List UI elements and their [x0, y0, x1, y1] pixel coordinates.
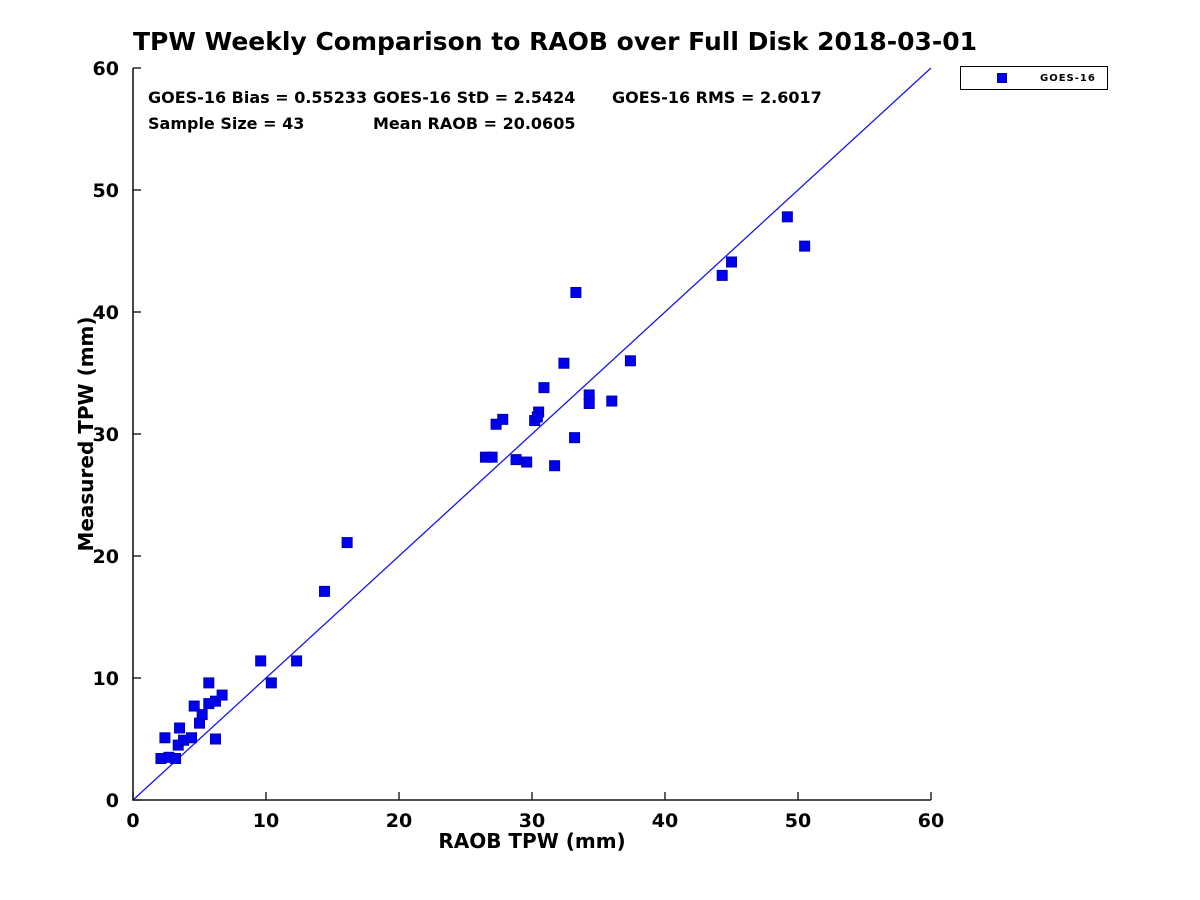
data-point: [186, 732, 198, 744]
data-point: [319, 585, 331, 597]
x-tick-label: 30: [519, 810, 545, 832]
data-point: [624, 355, 636, 367]
data-point: [174, 722, 186, 734]
stat-rms: GOES-16 RMS = 2.6017: [612, 88, 822, 107]
legend-label: GOES-16: [1040, 72, 1096, 84]
x-tick-label: 0: [126, 810, 139, 832]
legend: GOES-16: [960, 66, 1108, 90]
data-point: [549, 460, 561, 472]
data-point: [497, 413, 509, 425]
data-point: [606, 395, 618, 407]
y-tick-label: 60: [93, 58, 119, 80]
identity-line: [132, 67, 932, 801]
x-axis-label: RAOB TPW (mm): [438, 829, 626, 853]
x-tick-label: 60: [918, 810, 944, 832]
stat-sample-size: Sample Size = 43: [148, 114, 305, 133]
y-tick-label: 50: [93, 180, 119, 202]
y-tick-label: 20: [93, 546, 119, 568]
stat-bias: GOES-16 Bias = 0.55233: [148, 88, 368, 107]
x-tick-label: 20: [386, 810, 412, 832]
y-tick-label: 0: [106, 790, 119, 812]
data-point: [209, 733, 221, 745]
data-point: [781, 211, 793, 223]
chart-title: TPW Weekly Comparison to RAOB over Full …: [133, 27, 978, 56]
data-point: [159, 732, 171, 744]
stat-mean-raob: Mean RAOB = 20.0605: [373, 114, 576, 133]
y-axis-label: Measured TPW (mm): [74, 316, 98, 552]
y-tick-label: 40: [93, 302, 119, 324]
data-point: [255, 655, 267, 667]
data-point: [521, 456, 533, 468]
legend-square-marker-icon: [997, 73, 1007, 83]
data-point: [716, 269, 728, 281]
data-point: [170, 753, 182, 765]
data-point: [569, 432, 581, 444]
data-point: [799, 240, 811, 252]
data-point: [558, 357, 570, 369]
stat-std: GOES-16 StD = 2.5424: [373, 88, 576, 107]
x-tick-label: 10: [253, 810, 279, 832]
data-point: [188, 700, 200, 712]
x-tick-label: 50: [785, 810, 811, 832]
data-point: [538, 382, 550, 394]
data-point: [583, 398, 595, 409]
data-point: [265, 677, 277, 689]
data-point: [291, 655, 303, 667]
data-point: [486, 451, 498, 463]
data-point: [196, 709, 208, 721]
x-tick-label: 40: [652, 810, 678, 832]
data-point: [203, 677, 215, 689]
data-point: [570, 286, 582, 298]
data-point: [209, 695, 221, 707]
y-tick-label: 30: [93, 424, 119, 446]
y-tick-label: 10: [93, 668, 119, 690]
data-point: [341, 537, 353, 549]
data-point: [216, 689, 228, 701]
data-point: [510, 454, 522, 466]
data-point: [531, 411, 543, 423]
data-point: [726, 256, 737, 268]
